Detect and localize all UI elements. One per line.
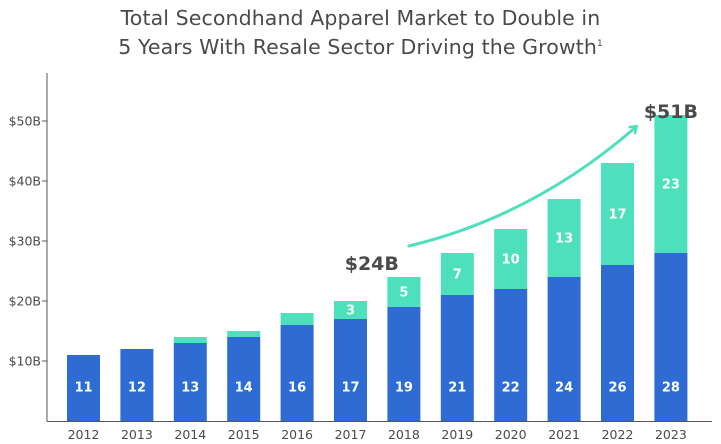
bar-base: [173, 343, 207, 421]
data-label-base: 16: [288, 381, 306, 396]
axes: $10B $20B $30B $40B $50B: [9, 73, 712, 422]
annotation-2018-total: $24B: [345, 253, 399, 275]
data-label-base: 28: [662, 381, 680, 396]
data-label-base: 12: [128, 381, 146, 396]
bar-base: [387, 307, 421, 421]
bars: 11 2012 12 2013 13 2014 14 2015 16 2016 17 3 2017 19 5…: [67, 115, 688, 442]
bar-resale: [173, 337, 207, 343]
annotation-2023-total: $51B: [644, 101, 698, 123]
x-tick-label: 2018: [388, 427, 420, 442]
chart-title-line-1: Total Secondhand Apparel Market to Doubl…: [120, 6, 601, 30]
annotations: $24B $51B: [345, 101, 698, 275]
bar-resale: [334, 301, 367, 319]
bar-base: [120, 349, 154, 421]
x-tick-label: 2016: [281, 427, 313, 442]
bar-resale: [547, 199, 581, 277]
y-tick-label: $30B: [9, 234, 41, 249]
chart-title-line-2-text: 5 Years With Resale Sector Driving the G…: [118, 35, 597, 59]
x-tick-label: 2022: [602, 427, 634, 442]
data-label-resale: 17: [608, 208, 626, 223]
x-tick-label: 2023: [655, 427, 687, 442]
data-label-base: 14: [235, 381, 253, 396]
data-label-resale: 23: [662, 178, 680, 193]
x-tick-label: 2013: [121, 427, 153, 442]
bar-resale: [494, 229, 528, 289]
data-label-resale: 10: [502, 253, 520, 268]
data-label-base: 13: [181, 381, 199, 396]
bar-resale: [280, 313, 314, 325]
bar-resale: [440, 253, 474, 295]
data-label-base: 17: [341, 381, 359, 396]
chart-title: Total Secondhand Apparel Market to Doubl…: [0, 4, 721, 62]
y-tick-label: $20B: [9, 294, 41, 309]
x-tick-label: 2019: [441, 427, 473, 442]
data-label-base: 21: [448, 381, 466, 396]
data-label-resale: 7: [453, 268, 462, 283]
bar-base: [227, 337, 261, 421]
data-label-resale: 3: [346, 304, 355, 319]
x-tick-label: 2014: [174, 427, 206, 442]
x-tick-label: 2015: [228, 427, 260, 442]
data-label-base: 24: [555, 381, 573, 396]
bar-resale: [654, 115, 688, 253]
bar-base: [494, 289, 528, 421]
footnote-marker: 1: [596, 39, 603, 50]
data-label-base: 26: [608, 381, 626, 396]
bar-resale: [387, 277, 421, 307]
data-label-resale: 13: [555, 232, 573, 247]
data-label-base: 11: [74, 381, 92, 396]
x-tick-label: 2021: [548, 427, 580, 442]
bar-base: [601, 265, 634, 421]
bar-base: [547, 277, 581, 421]
data-label-base: 19: [395, 381, 413, 396]
x-tick-label: 2017: [335, 427, 367, 442]
x-tick-label: 2020: [495, 427, 527, 442]
bar-resale: [601, 163, 634, 265]
growth-arrow: [407, 127, 636, 248]
bar-base: [67, 355, 100, 421]
y-tick-label: $10B: [9, 354, 41, 369]
bar-base: [280, 325, 314, 421]
bar-base: [334, 319, 367, 421]
y-tick-label: $50B: [9, 114, 41, 129]
chart-title-line-2: 5 Years With Resale Sector Driving the G…: [0, 33, 721, 62]
data-label-resale: 5: [399, 286, 408, 301]
data-label-base: 22: [502, 381, 520, 396]
bar-base: [440, 295, 474, 421]
y-tick-label: $40B: [9, 174, 41, 189]
bar-resale: [227, 331, 261, 337]
x-tick-label: 2012: [68, 427, 100, 442]
bar-base: [654, 253, 688, 421]
